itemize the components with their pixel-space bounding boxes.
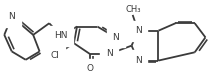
Text: N: N <box>135 56 141 65</box>
Text: N: N <box>106 49 113 58</box>
Text: HN: HN <box>54 31 68 40</box>
Text: CH₃: CH₃ <box>126 5 141 14</box>
Text: N: N <box>112 33 119 42</box>
Text: N: N <box>135 26 141 35</box>
Text: Cl: Cl <box>51 51 60 60</box>
Text: N: N <box>8 12 15 21</box>
Text: O: O <box>86 64 93 73</box>
